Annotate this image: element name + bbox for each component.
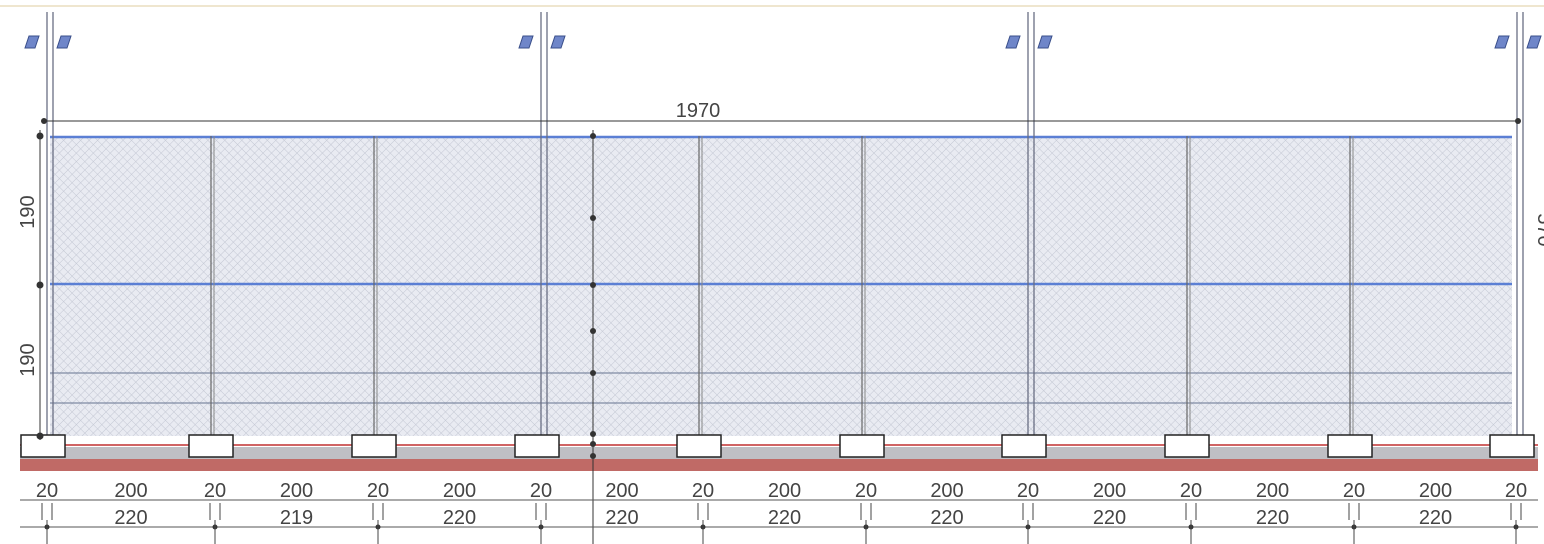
bay-clear-label: 200 — [1256, 480, 1289, 502]
bay-clear-label: 200 — [605, 480, 638, 502]
post-footing — [1001, 434, 1047, 458]
floodlight-icon — [1005, 35, 1053, 49]
bay-total-label: 220 — [1419, 507, 1452, 529]
bay-total-label: 220 — [1256, 507, 1289, 529]
bay-clear-label: 200 — [768, 480, 801, 502]
post-footing — [839, 434, 885, 458]
dim-tick — [590, 328, 596, 334]
dim-tick — [590, 215, 596, 221]
right-height-label: 570 — [1533, 213, 1544, 246]
bay-total-label: 220 — [930, 507, 963, 529]
post-footing — [1489, 434, 1535, 458]
floodlight-icon — [518, 35, 566, 49]
bay-total-label: 220 — [114, 507, 147, 529]
bay-total-label: 219 — [280, 507, 313, 529]
post-width-label: 20 — [1180, 480, 1202, 502]
floodlight-icon — [24, 35, 72, 49]
post-footing — [676, 434, 722, 458]
post-footing — [351, 434, 397, 458]
bay-clear-label: 200 — [280, 480, 313, 502]
foundation-red-strip — [20, 459, 1538, 471]
dim-tick — [36, 281, 44, 289]
post-width-label: 20 — [1505, 480, 1527, 502]
bay-clear-label: 200 — [1419, 480, 1452, 502]
dim-tick — [36, 132, 44, 140]
foundation-gray-strip — [20, 447, 1538, 459]
dim-tick — [41, 118, 47, 124]
post-footing — [1164, 434, 1210, 458]
bay-clear-label: 200 — [114, 480, 147, 502]
post-width-label: 20 — [367, 480, 389, 502]
dim-tick — [36, 432, 44, 440]
post-width-label: 20 — [530, 480, 552, 502]
post-width-label: 20 — [204, 480, 226, 502]
post-width-label: 20 — [36, 480, 58, 502]
bay-total-label: 220 — [768, 507, 801, 529]
dim-tick — [590, 453, 596, 459]
post-footing — [20, 434, 66, 458]
height-lower-label: 190 — [17, 343, 39, 376]
post-width-label: 20 — [1017, 480, 1039, 502]
dim-tick — [590, 441, 596, 447]
post-width-label: 20 — [692, 480, 714, 502]
bay-clear-label: 200 — [930, 480, 963, 502]
post-footing — [514, 434, 560, 458]
dim-tick — [590, 133, 596, 139]
post-width-label: 20 — [855, 480, 877, 502]
dim-tick — [590, 370, 596, 376]
bay-clear-label: 200 — [1093, 480, 1126, 502]
floodlight-icon — [1494, 35, 1542, 49]
post-width-label: 20 — [1343, 480, 1365, 502]
dim-tick — [590, 431, 596, 437]
height-upper-label: 190 — [17, 195, 39, 228]
dim-tick — [590, 282, 596, 288]
post-footing — [188, 434, 234, 458]
post-footing — [1327, 434, 1373, 458]
bay-total-label: 220 — [605, 507, 638, 529]
mesh-panel — [50, 136, 1512, 436]
dim-tick — [1515, 118, 1521, 124]
overall-width-label: 1970 — [676, 100, 721, 122]
bay-total-label: 220 — [1093, 507, 1126, 529]
bay-clear-label: 200 — [443, 480, 476, 502]
bay-total-label: 220 — [443, 507, 476, 529]
